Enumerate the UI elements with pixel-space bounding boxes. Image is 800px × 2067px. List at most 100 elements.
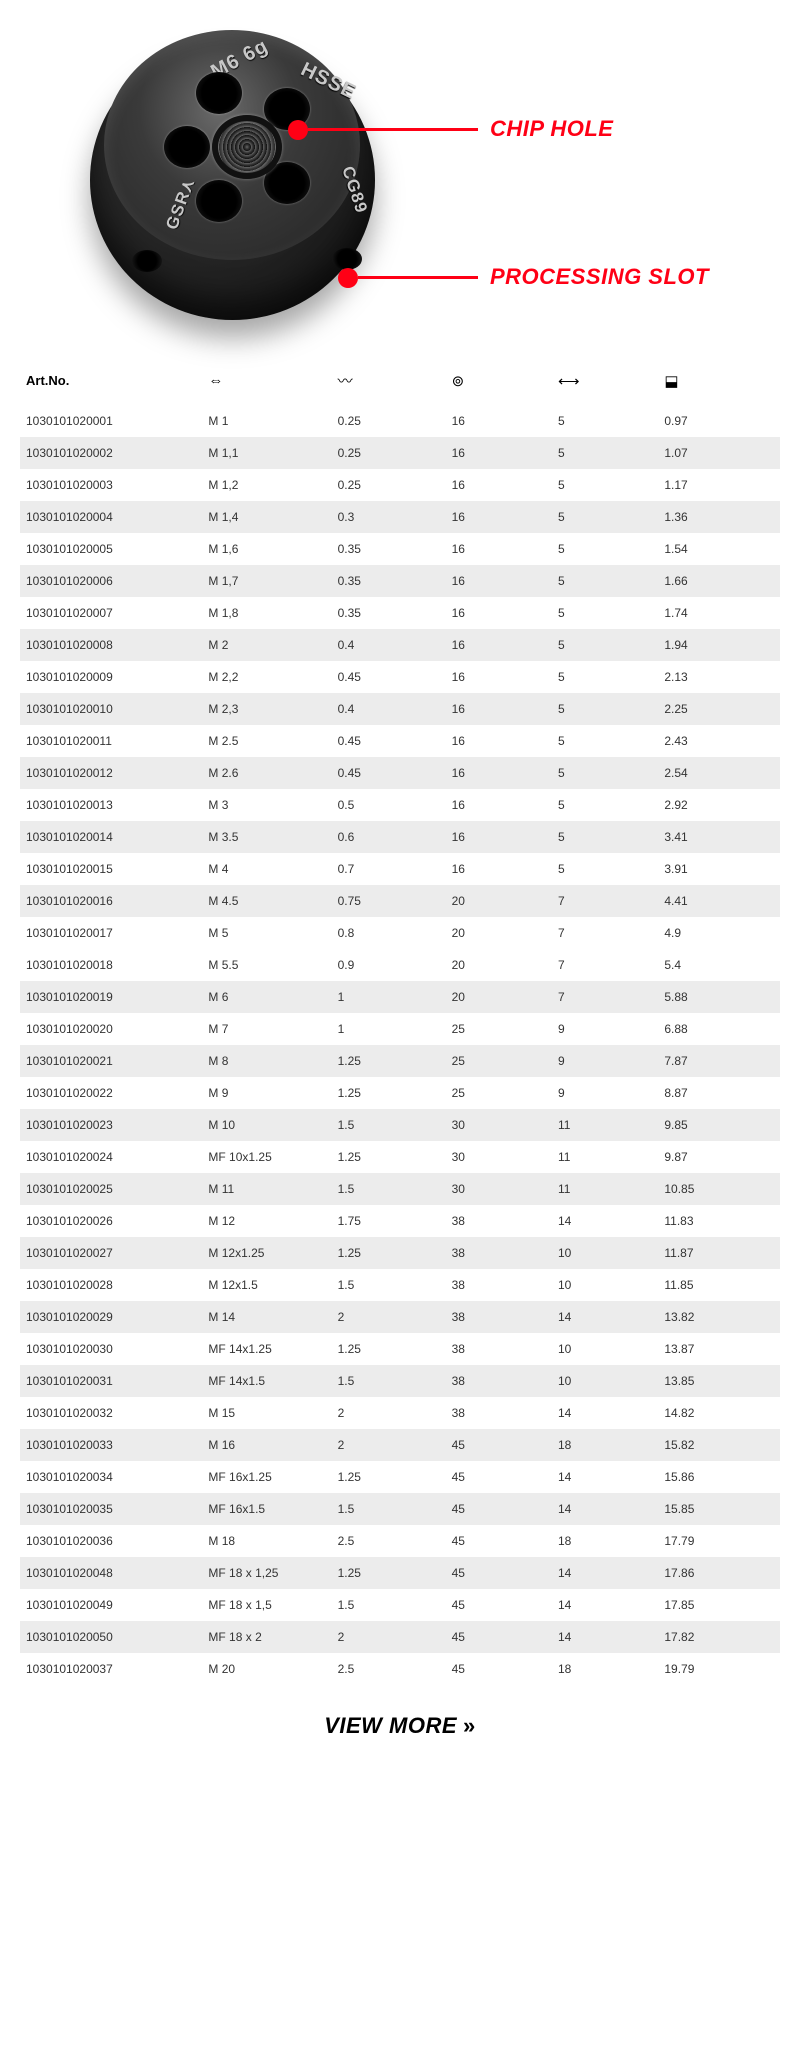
table-cell: 2.13 — [658, 661, 780, 693]
table-cell: MF 14x1.5 — [202, 1365, 331, 1397]
table-row: 1030101020022M 91.252598.87 — [20, 1077, 780, 1109]
table-cell: 9.85 — [658, 1109, 780, 1141]
table-cell: 1 — [332, 1013, 446, 1045]
table-row: 1030101020015M 40.71653.91 — [20, 853, 780, 885]
table-cell: 11 — [552, 1141, 658, 1173]
table-cell: 18 — [552, 1429, 658, 1461]
table-cell: M 11 — [202, 1173, 331, 1205]
table-cell: 1030101020001 — [20, 405, 202, 437]
callout-dot-icon — [288, 120, 308, 140]
table-row: 1030101020023M 101.530119.85 — [20, 1109, 780, 1141]
table-cell: 7.87 — [658, 1045, 780, 1077]
table-cell: MF 18 x 2 — [202, 1621, 331, 1653]
table-cell: 1.5 — [332, 1493, 446, 1525]
table-cell: M 14 — [202, 1301, 331, 1333]
table-cell: M 1 — [202, 405, 331, 437]
chip-hole-icon — [196, 72, 242, 114]
table-cell: 1030101020035 — [20, 1493, 202, 1525]
table-cell: 45 — [446, 1589, 552, 1621]
view-more-button[interactable]: VIEW MORE» — [0, 1685, 800, 1779]
table-row: 1030101020030MF 14x1.251.25381013.87 — [20, 1333, 780, 1365]
header-od: ⊚ — [446, 360, 552, 405]
chevron-right-icon: » — [463, 1713, 476, 1738]
table-cell: 14 — [552, 1493, 658, 1525]
table-cell: 10 — [552, 1237, 658, 1269]
table-cell: 6.88 — [658, 1013, 780, 1045]
table-cell: 1030101020034 — [20, 1461, 202, 1493]
table-cell: MF 10x1.25 — [202, 1141, 331, 1173]
table-row: 1030101020019M 612075.88 — [20, 981, 780, 1013]
table-cell: 16 — [446, 405, 552, 437]
table-cell: 1030101020020 — [20, 1013, 202, 1045]
table-row: 1030101020003M 1,20.251651.17 — [20, 469, 780, 501]
table-cell: 1.25 — [332, 1237, 446, 1269]
spec-table: Art.No. ⇔ 〰 ⊚ ⟷ ⬓ 1030101020001M 10.2516… — [20, 360, 780, 1685]
table-cell: 1030101020029 — [20, 1301, 202, 1333]
table-cell: 16 — [446, 757, 552, 789]
table-cell: 38 — [446, 1397, 552, 1429]
table-cell: MF 18 x 1,5 — [202, 1589, 331, 1621]
table-cell: 1030101020018 — [20, 949, 202, 981]
table-cell: 1030101020022 — [20, 1077, 202, 1109]
table-cell: 15.86 — [658, 1461, 780, 1493]
table-cell: 13.85 — [658, 1365, 780, 1397]
table-cell: 5 — [552, 501, 658, 533]
table-cell: 38 — [446, 1301, 552, 1333]
table-cell: 30 — [446, 1141, 552, 1173]
table-cell: 11 — [552, 1173, 658, 1205]
die-illustration: M6 6g HSSE CG89 GSR⋏ — [90, 30, 375, 330]
table-row: 1030101020007M 1,80.351651.74 — [20, 597, 780, 629]
table-cell: 20 — [446, 981, 552, 1013]
table-cell: 1030101020032 — [20, 1397, 202, 1429]
table-row: 1030101020033M 162451815.82 — [20, 1429, 780, 1461]
table-cell: 16 — [446, 469, 552, 501]
header-art: Art.No. — [20, 360, 202, 405]
table-cell: 2 — [332, 1397, 446, 1429]
table-cell: 2.5 — [332, 1653, 446, 1685]
table-cell: 5 — [552, 405, 658, 437]
table-cell: 2.54 — [658, 757, 780, 789]
table-cell: 19.79 — [658, 1653, 780, 1685]
table-row: 1030101020026M 121.75381411.83 — [20, 1205, 780, 1237]
table-cell: 1030101020008 — [20, 629, 202, 661]
table-cell: 1030101020028 — [20, 1269, 202, 1301]
table-cell: 14 — [552, 1557, 658, 1589]
table-cell: 14 — [552, 1589, 658, 1621]
table-cell: 17.86 — [658, 1557, 780, 1589]
thickness-icon: ⟷ — [558, 372, 580, 390]
callout-dot-icon — [338, 268, 358, 288]
table-cell: 1030101020003 — [20, 469, 202, 501]
table-cell: 3.41 — [658, 821, 780, 853]
table-cell: 8.87 — [658, 1077, 780, 1109]
table-cell: 16 — [446, 821, 552, 853]
table-cell: 1030101020009 — [20, 661, 202, 693]
table-cell: 1.25 — [332, 1461, 446, 1493]
table-cell: 1.5 — [332, 1365, 446, 1397]
table-cell: 1030101020006 — [20, 565, 202, 597]
table-row: 1030101020014M 3.50.61653.41 — [20, 821, 780, 853]
header-pitch: 〰 — [332, 360, 446, 405]
table-cell: 16 — [446, 565, 552, 597]
table-cell: 1030101020010 — [20, 693, 202, 725]
table-row: 1030101020013M 30.51652.92 — [20, 789, 780, 821]
table-cell: M 7 — [202, 1013, 331, 1045]
table-row: 1030101020025M 111.5301110.85 — [20, 1173, 780, 1205]
table-cell: 5 — [552, 437, 658, 469]
table-cell: 1030101020007 — [20, 597, 202, 629]
table-cell: 10 — [552, 1269, 658, 1301]
table-cell: 45 — [446, 1621, 552, 1653]
table-cell: 0.25 — [332, 437, 446, 469]
table-cell: 1030101020017 — [20, 917, 202, 949]
table-cell: M 12x1.25 — [202, 1237, 331, 1269]
table-cell: 0.6 — [332, 821, 446, 853]
table-cell: M 18 — [202, 1525, 331, 1557]
table-cell: 0.5 — [332, 789, 446, 821]
header-w: ⬓ — [658, 360, 780, 405]
table-row: 1030101020035MF 16x1.51.5451415.85 — [20, 1493, 780, 1525]
header-th: ⟷ — [552, 360, 658, 405]
table-cell: 0.9 — [332, 949, 446, 981]
header-size: ⇔ — [202, 360, 331, 405]
table-cell: 5 — [552, 821, 658, 853]
callout-label-chip: CHIP HOLE — [490, 116, 613, 142]
table-cell: M 6 — [202, 981, 331, 1013]
